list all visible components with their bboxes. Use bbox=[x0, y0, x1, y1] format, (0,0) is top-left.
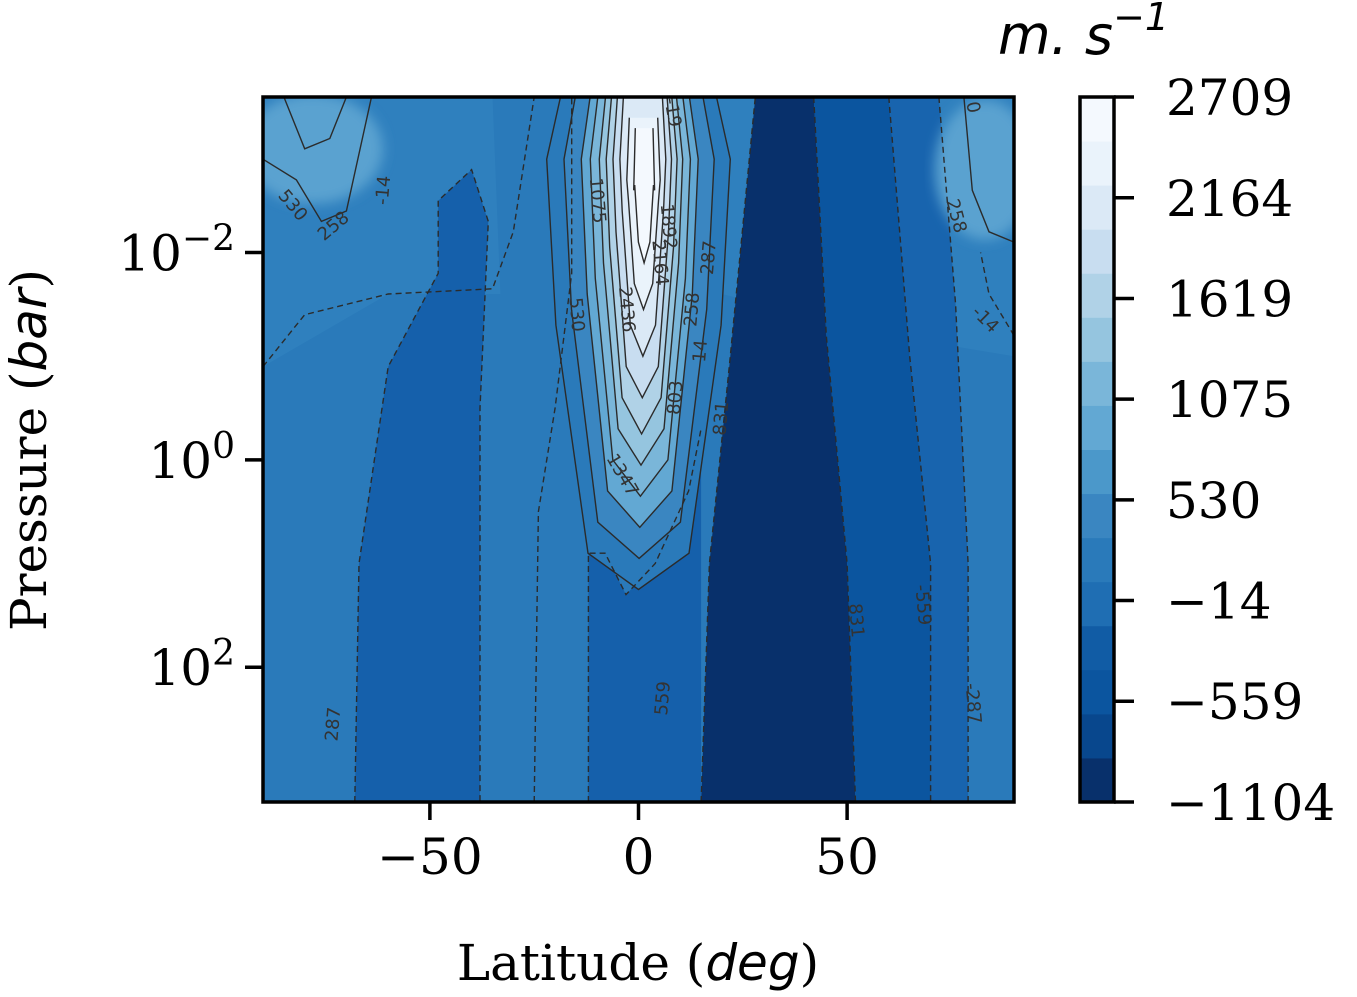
jet-isoline-13 bbox=[619, 97, 667, 359]
contour-label: 559 bbox=[651, 680, 675, 716]
contour-label: 831 bbox=[844, 602, 868, 638]
isoline-ne-corner bbox=[963, 97, 1014, 243]
contour-label: 1075 bbox=[585, 177, 610, 224]
colorbar-swatch bbox=[1080, 493, 1114, 539]
x-tick-label: 0 bbox=[623, 828, 655, 886]
isoline-north-column-east bbox=[813, 97, 857, 802]
jet-isoline-14 bbox=[626, 117, 661, 312]
jet-isoline-11 bbox=[605, 97, 678, 436]
colorbar-unit: m. s−1 bbox=[998, 0, 1169, 67]
isoline-south-inner bbox=[533, 97, 573, 802]
jet-isoline-6 bbox=[563, 97, 715, 560]
jet-isoline-10 bbox=[598, 97, 684, 467]
x-tick-label: −50 bbox=[377, 828, 483, 886]
field-south-inner bbox=[492, 97, 572, 802]
field-ne-highlight bbox=[934, 99, 1014, 240]
contour-lines bbox=[263, 97, 1014, 802]
isoline-sw-corner bbox=[263, 97, 373, 223]
colorbar-swatch bbox=[1080, 273, 1114, 318]
isoline-eq-lower bbox=[587, 428, 702, 802]
contour-label: -287 bbox=[961, 682, 985, 725]
isoline-sw-corner-2 bbox=[283, 97, 348, 150]
colorbar: 2709 2164 1619 1075 530 −14 −559 −1104 bbox=[1078, 69, 1335, 832]
isoline-west-upper bbox=[263, 97, 535, 368]
colorbar-swatch bbox=[1080, 669, 1114, 715]
colorbar-swatch bbox=[1080, 361, 1114, 406]
colorbar-swatch bbox=[1080, 537, 1114, 583]
jet-isoline-15 bbox=[633, 128, 656, 266]
colorbar-swatch bbox=[1080, 757, 1114, 803]
contour-label: 287 bbox=[321, 706, 345, 742]
colorbar-frame bbox=[1078, 95, 1116, 804]
x-axis-label: Latitude (deg) bbox=[457, 934, 819, 992]
y-axis: 10−2 100 102 bbox=[118, 219, 263, 697]
contour-label: 2164 bbox=[647, 239, 672, 286]
colorbar-tick-label: 530 bbox=[1166, 472, 1261, 530]
colorbar-swatch bbox=[1080, 185, 1114, 230]
field-north-outer bbox=[888, 97, 969, 802]
contour-label: -19 bbox=[659, 96, 685, 129]
colorbar-swatch bbox=[1080, 625, 1114, 671]
contour-label: 831 bbox=[709, 400, 733, 436]
jet-isoline-12 bbox=[612, 97, 673, 400]
contour-label: -14 bbox=[372, 175, 395, 206]
jet-isoline-5 bbox=[545, 97, 732, 591]
isoline-north-mid bbox=[888, 97, 932, 802]
contour-label: 803 bbox=[664, 380, 688, 416]
contour-label: 287 bbox=[697, 240, 721, 276]
contour-label: 2436 bbox=[614, 286, 639, 333]
contour-label: 258 bbox=[680, 291, 704, 327]
colorbar-tick-label: 2709 bbox=[1166, 69, 1293, 127]
colorbar-swatch bbox=[1080, 405, 1114, 450]
y-tick-label: 100 bbox=[148, 426, 235, 490]
colorbar-swatch bbox=[1080, 449, 1114, 495]
contour-label: 14 bbox=[689, 339, 712, 364]
colorbar-tick-label: 2164 bbox=[1166, 170, 1293, 228]
colorbar-swatch bbox=[1080, 229, 1114, 274]
contour-label: -559 bbox=[910, 584, 934, 627]
colorbar-tick-label: 1619 bbox=[1166, 271, 1293, 329]
colorbar-tick-label: 1075 bbox=[1166, 371, 1293, 429]
colorbar-swatch bbox=[1080, 317, 1114, 362]
colorbar-tick-label: −1104 bbox=[1166, 774, 1335, 832]
y-axis-label: Pressure (bar) bbox=[0, 269, 58, 631]
field-south-column bbox=[354, 169, 489, 802]
colorbar-swatch bbox=[1080, 581, 1114, 627]
colorbar-tick-label: −14 bbox=[1166, 572, 1272, 630]
field-eq-lower bbox=[588, 428, 702, 802]
y-tick-label: 102 bbox=[148, 633, 235, 697]
field-north-column bbox=[701, 97, 856, 802]
jet-isoline-9 bbox=[589, 97, 692, 498]
x-axis: −50 0 50 bbox=[377, 802, 879, 886]
isoline-north-column-west bbox=[700, 97, 756, 802]
contour-label: 1892 bbox=[656, 203, 681, 250]
y-tick-label: 10−2 bbox=[118, 219, 235, 283]
contour-label: 0 bbox=[961, 100, 984, 115]
colorbar-swatch bbox=[1080, 141, 1114, 186]
isoline-north-outer bbox=[938, 97, 969, 802]
contour-label: 530 bbox=[564, 297, 588, 333]
colorbar-swatch bbox=[1080, 97, 1114, 142]
jet-isoline-8 bbox=[580, 97, 699, 529]
colorbar-swatch bbox=[1080, 713, 1114, 759]
colorbar-tick-label: −559 bbox=[1166, 673, 1303, 731]
x-tick-label: 50 bbox=[815, 828, 879, 886]
jet-level-15 bbox=[633, 128, 655, 263]
field-north-mid bbox=[813, 97, 931, 802]
